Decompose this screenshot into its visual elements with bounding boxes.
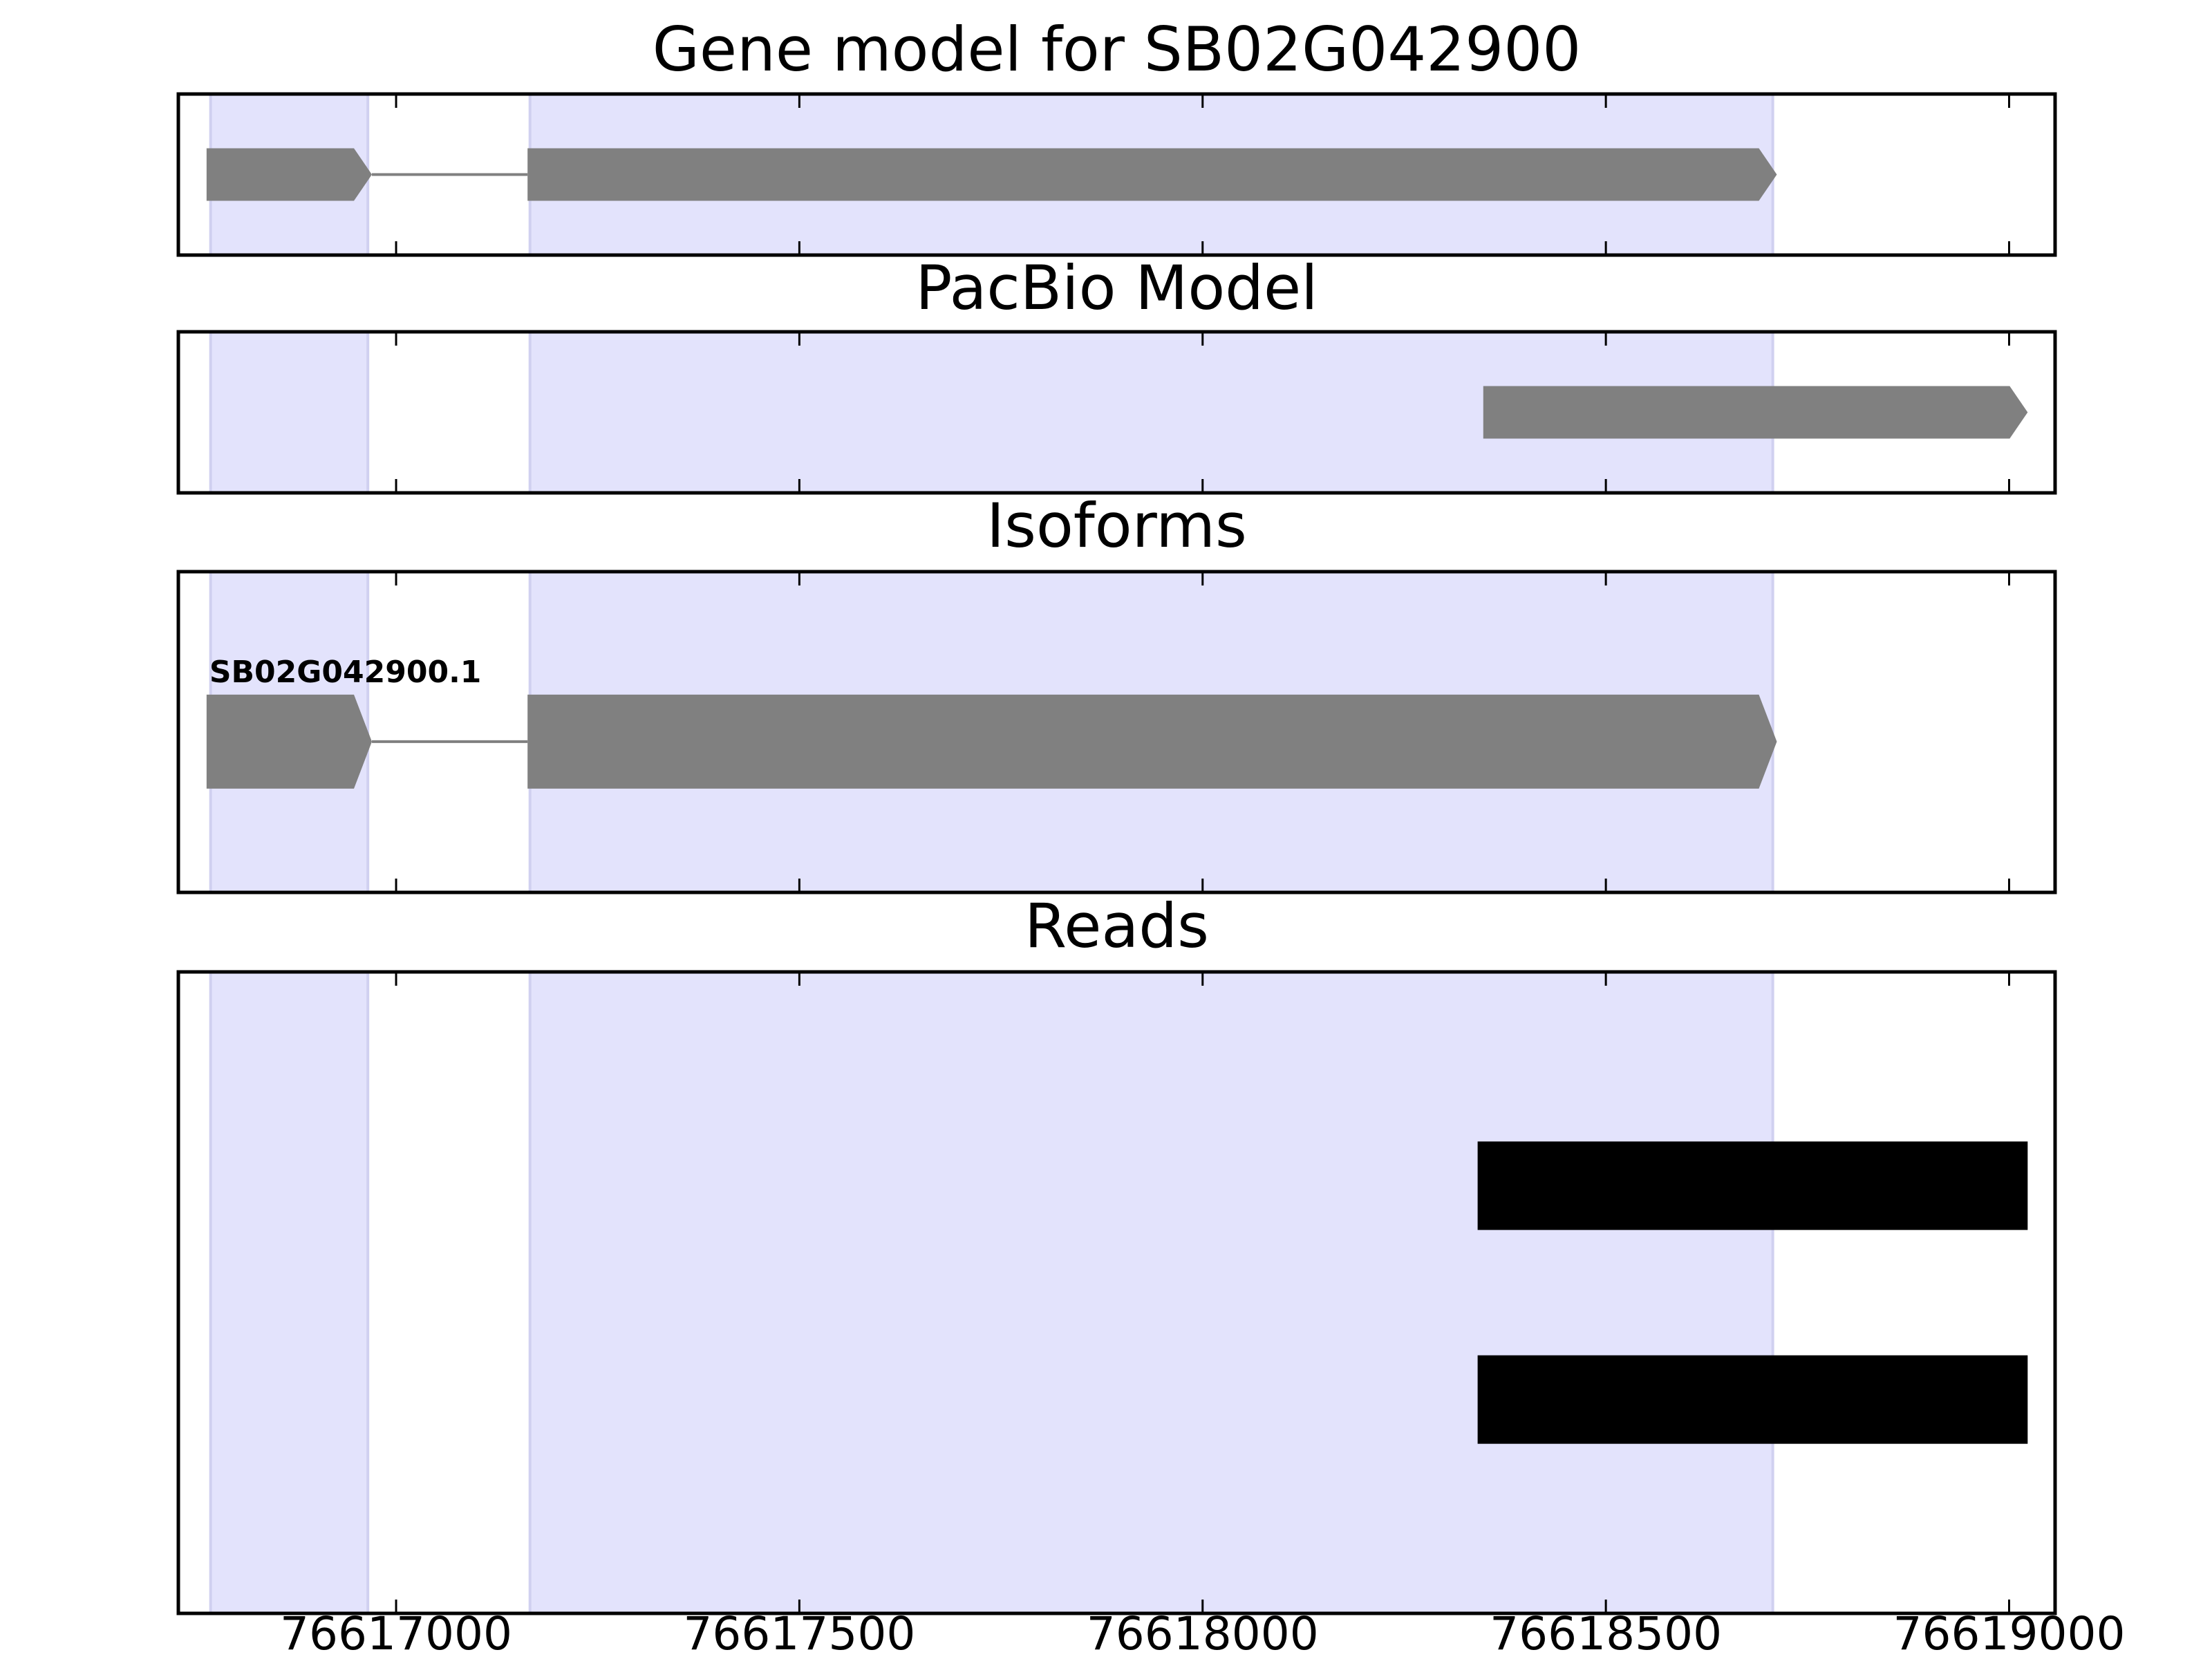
panel-title: Isoforms	[986, 490, 1247, 561]
panel: Gene model for SB02G042900	[176, 14, 2057, 257]
panel-title: Reads	[1024, 890, 1209, 962]
read	[1477, 1355, 2028, 1444]
exon-highlight	[209, 971, 370, 1615]
panel: Reads 76617000 76617500 76618000 76618500 766…	[176, 890, 2126, 1659]
panel-title: PacBio Model	[915, 252, 1318, 324]
x-tick-label: 76618000	[1087, 1607, 1319, 1659]
panel-title: Gene model for SB02G042900	[653, 14, 1582, 85]
x-tick-label: 76617500	[683, 1607, 915, 1659]
panel-frame	[176, 970, 2057, 1615]
exon-highlight	[209, 330, 370, 494]
panel: PacBio Model	[176, 252, 2057, 495]
panel: Isoforms SB02G042900.1	[176, 490, 2057, 894]
exon	[206, 148, 373, 201]
panel-frame	[176, 92, 2057, 257]
read	[1477, 1141, 2028, 1230]
exon	[1483, 386, 2028, 439]
exon-highlight	[528, 971, 1774, 1615]
exon	[527, 694, 1777, 789]
x-tick-label: 76619000	[1893, 1607, 2126, 1659]
x-tick-label: 76618500	[1490, 1607, 1722, 1659]
panel-frame	[176, 330, 2057, 495]
isoform-label: SB02G042900.1	[209, 655, 482, 690]
x-tick-label: 76617000	[280, 1607, 512, 1659]
exon	[206, 694, 373, 789]
panel-frame	[176, 570, 2057, 894]
exon	[527, 148, 1777, 201]
